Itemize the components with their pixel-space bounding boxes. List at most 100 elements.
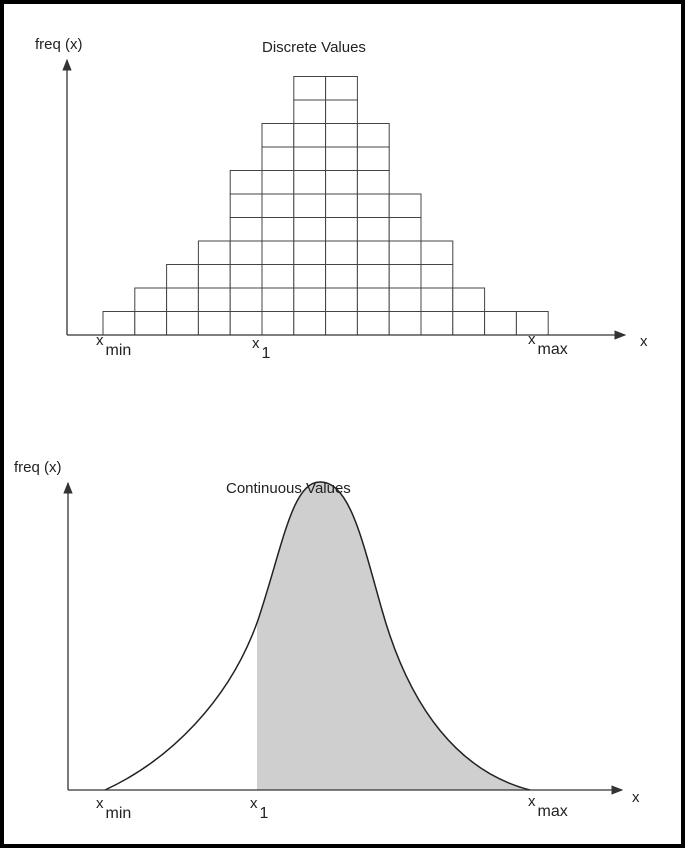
- square: [293, 170, 327, 195]
- square: [356, 170, 390, 195]
- square: [388, 193, 422, 218]
- x-min-label: xmin: [96, 332, 131, 359]
- square: [484, 311, 517, 336]
- square: [452, 311, 486, 336]
- square: [420, 240, 454, 265]
- square: [452, 287, 486, 312]
- square: [325, 264, 358, 289]
- square: [229, 170, 263, 195]
- square: [261, 240, 295, 265]
- square: [420, 287, 454, 312]
- square: [166, 311, 199, 336]
- curve: [104, 481, 531, 791]
- square: [356, 311, 390, 336]
- title: Discrete Values: [262, 39, 366, 56]
- column: [166, 264, 199, 336]
- square: [325, 311, 358, 336]
- square: [388, 287, 422, 312]
- square: [293, 99, 327, 124]
- square: [325, 240, 358, 265]
- square: [325, 217, 358, 242]
- column: [356, 123, 390, 336]
- column: [261, 123, 295, 336]
- square: [293, 217, 327, 242]
- x-min-label: xmin: [96, 795, 131, 822]
- square: [261, 123, 295, 148]
- square: [356, 146, 390, 171]
- column: [484, 311, 517, 336]
- column: [420, 240, 454, 336]
- x-1-label: x1: [250, 795, 269, 822]
- shaded-area: [257, 482, 530, 790]
- square: [325, 146, 358, 171]
- title: Continuous Values: [226, 480, 351, 497]
- column: [102, 311, 136, 336]
- square: [261, 193, 295, 218]
- column: [388, 193, 422, 336]
- square: [356, 264, 390, 289]
- square: [134, 287, 168, 312]
- square: [388, 217, 422, 242]
- square: [325, 99, 358, 124]
- column: [197, 240, 231, 336]
- square: [293, 193, 327, 218]
- square: [325, 123, 358, 148]
- square: [197, 264, 231, 289]
- square: [261, 170, 295, 195]
- square: [229, 287, 263, 312]
- square: [356, 240, 390, 265]
- square: [293, 76, 327, 101]
- square: [325, 193, 358, 218]
- square: [420, 311, 454, 336]
- square: [197, 287, 231, 312]
- square: [229, 240, 263, 265]
- square: [293, 287, 327, 312]
- square: [325, 170, 358, 195]
- square: [388, 240, 422, 265]
- square: [356, 193, 390, 218]
- x-label: x: [632, 789, 640, 806]
- square: [261, 146, 295, 171]
- square: [197, 311, 231, 336]
- square: [229, 264, 263, 289]
- square: [261, 287, 295, 312]
- column: [452, 287, 486, 336]
- square: [356, 287, 390, 312]
- square: [293, 311, 327, 336]
- square: [197, 240, 231, 265]
- square: [293, 123, 327, 148]
- x-max-label: xmax: [528, 793, 568, 820]
- column: [229, 170, 263, 336]
- square: [325, 76, 358, 101]
- column: [325, 76, 358, 336]
- square: [420, 264, 454, 289]
- square: [229, 217, 263, 242]
- square: [166, 287, 199, 312]
- square: [229, 193, 263, 218]
- square: [261, 217, 295, 242]
- square: [166, 264, 199, 289]
- column: [134, 287, 168, 336]
- x-max-label: xmax: [528, 331, 568, 358]
- x-label: x: [640, 333, 648, 350]
- square: [261, 264, 295, 289]
- square: [388, 311, 422, 336]
- square: [325, 287, 358, 312]
- square: [293, 240, 327, 265]
- y-label: freq (x): [35, 36, 83, 53]
- x-1-label: x1: [252, 335, 271, 362]
- square: [293, 264, 327, 289]
- square: [356, 123, 390, 148]
- y-label: freq (x): [14, 459, 62, 476]
- square: [388, 264, 422, 289]
- square: [134, 311, 168, 336]
- square: [293, 146, 327, 171]
- square: [356, 217, 390, 242]
- square: [261, 311, 295, 336]
- histogram: [102, 76, 549, 336]
- column: [293, 76, 327, 336]
- square: [229, 311, 263, 336]
- square: [102, 311, 136, 336]
